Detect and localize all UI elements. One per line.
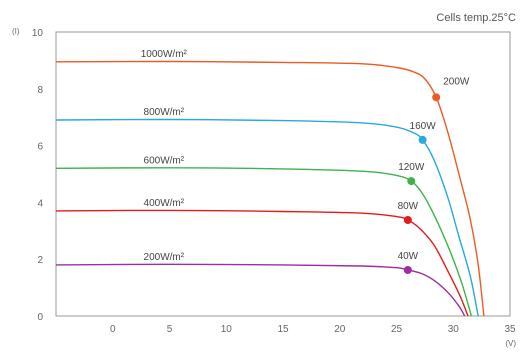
max-power-point [403, 265, 412, 274]
max-power-points: 200W 160W 120W 80W 40W [398, 76, 470, 274]
y-tick-label: 8 [37, 85, 43, 96]
x-tick-label: 10 [221, 324, 233, 335]
iv-curves [55, 60, 485, 317]
plot-area-frame [55, 31, 511, 317]
iv-curve-line [55, 209, 469, 317]
max-power-label: 160W [410, 121, 437, 132]
y-tick-label: 0 [37, 312, 43, 323]
y-axis-unit: (I) [12, 27, 20, 36]
cells-temperature-note: Cells temp.25°C [436, 12, 516, 24]
irradiance-label: 200W/m² [144, 252, 185, 263]
x-tick-label: 35 [504, 324, 516, 335]
iv-curve-line [55, 167, 473, 317]
x-tick-label: 5 [167, 324, 173, 335]
x-tick-label: 20 [334, 324, 346, 335]
irradiance-label: 600W/m² [144, 155, 185, 166]
x-tick-label: 15 [277, 324, 289, 335]
y-tick-label: 6 [37, 142, 43, 153]
irradiance-label: 1000W/m² [141, 49, 188, 60]
max-power-point [403, 216, 412, 225]
y-tick-label: 4 [37, 198, 43, 209]
x-tick-label: 0 [110, 324, 116, 335]
max-power-label: 120W [398, 162, 425, 173]
max-power-point [418, 135, 427, 144]
x-tick-labels: 0 5 10 15 20 25 30 35 [110, 324, 516, 335]
x-tick-label: 30 [448, 324, 460, 335]
y-tick-label: 2 [37, 255, 43, 266]
y-tick-label: 10 [32, 28, 44, 39]
y-tick-labels: 0 2 4 6 8 10 [32, 28, 44, 323]
x-tick-label: 25 [391, 324, 403, 335]
iv-curve-line [55, 60, 485, 317]
max-power-label: 200W [443, 76, 470, 87]
iv-curve-line [55, 118, 479, 317]
max-power-label: 40W [398, 251, 419, 262]
max-power-point [407, 177, 416, 186]
max-power-label: 80W [398, 201, 419, 212]
irradiance-labels: 1000W/m² 800W/m² 600W/m² 400W/m² 200W/m² [141, 49, 188, 263]
x-axis-unit: (V) [505, 339, 516, 348]
irradiance-label: 400W/m² [144, 198, 185, 209]
irradiance-label: 800W/m² [144, 107, 185, 118]
iv-curve-line [55, 263, 466, 317]
max-power-point [432, 93, 441, 102]
